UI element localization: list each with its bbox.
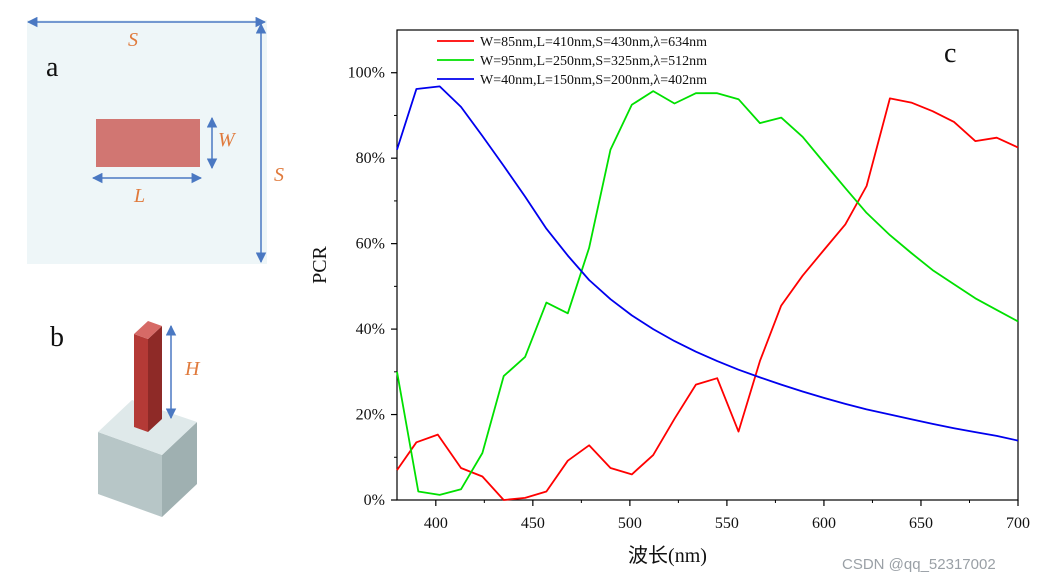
- series-line-3: [396, 85, 1019, 442]
- panel-label-b: b: [50, 322, 64, 353]
- plot-frame: [396, 29, 1019, 501]
- legend-label-3: W=40nm,L=150nm,S=200nm,λ=402nm: [480, 73, 707, 88]
- dimension-label-s-top: S: [128, 29, 138, 51]
- y-tick-label: 20%: [356, 407, 385, 424]
- substrate-side-face: [162, 422, 197, 517]
- x-tick-label: 450: [521, 515, 545, 532]
- series-line-2: [396, 90, 1019, 496]
- x-tick-label: 550: [715, 515, 739, 532]
- x-tick-label: 600: [812, 515, 836, 532]
- watermark-text: CSDN @qq_52317002: [842, 556, 996, 573]
- x-tick-label: 500: [618, 515, 642, 532]
- panel-label-a: a: [46, 52, 59, 83]
- pillar-top-face: [134, 321, 162, 339]
- y-tick-label: 100%: [348, 65, 385, 82]
- legend-label-1: W=85nm,L=410nm,S=430nm,λ=634nm: [480, 35, 707, 50]
- x-tick-label: 650: [909, 515, 933, 532]
- x-axis-title: 波长(nm): [628, 544, 707, 567]
- y-tick-label: 40%: [356, 321, 385, 338]
- dimension-label-l: L: [134, 185, 146, 207]
- y-axis-title: PCR: [309, 245, 331, 283]
- series-line-1: [396, 97, 1019, 501]
- y-tick-label: 60%: [356, 236, 385, 253]
- legend-label-2: W=95nm,L=250nm,S=325nm,λ=512nm: [480, 54, 707, 69]
- dimension-label-h: H: [185, 358, 200, 380]
- x-tick-label: 400: [424, 515, 448, 532]
- panel-label-c: c: [944, 38, 957, 69]
- substrate-front-face: [98, 432, 162, 517]
- dimension-label-s-right: S: [274, 164, 284, 186]
- nanorod-top-rectangle: [96, 119, 200, 167]
- y-tick-label: 80%: [356, 150, 385, 167]
- pillar-side-face: [148, 326, 162, 432]
- x-tick-label: 700: [1006, 515, 1030, 532]
- y-tick-label: 0%: [364, 492, 385, 509]
- pillar-front-face: [134, 334, 148, 432]
- dimension-label-w: W: [218, 129, 235, 151]
